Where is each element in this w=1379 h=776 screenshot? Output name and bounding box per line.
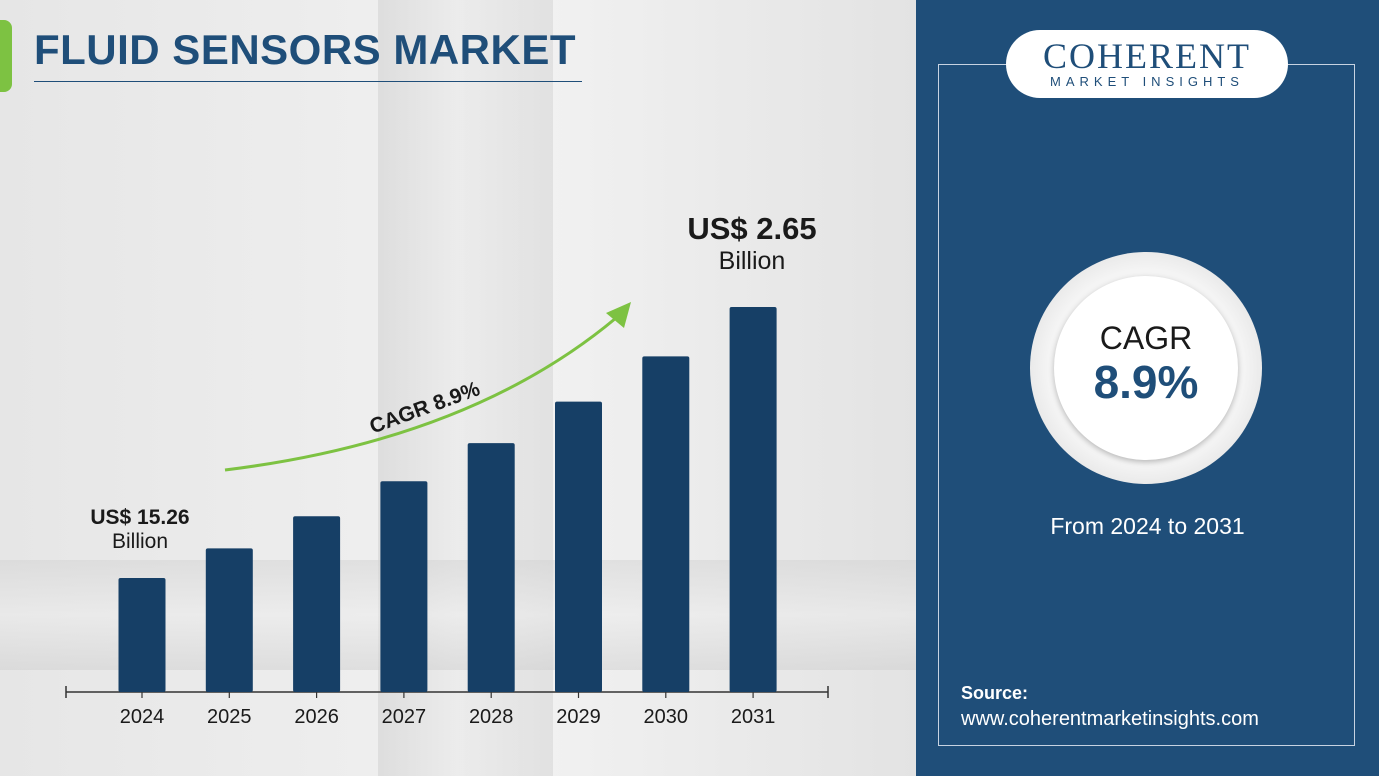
- x-tick-label-2025: 2025: [207, 706, 252, 728]
- bar-2031: [729, 307, 777, 692]
- trend-arrow: [224, 316, 617, 472]
- cagr-circle: CAGR 8.9%: [1054, 276, 1238, 460]
- brand-logo: COHERENT MARKET INSIGHTS: [1006, 30, 1288, 98]
- x-tick-label-2026: 2026: [294, 706, 339, 728]
- title-accent-tab: [0, 20, 12, 92]
- first-value-amount: US$ 15.26: [90, 506, 190, 529]
- x-tick-label-2028: 2028: [469, 706, 514, 728]
- x-tick-label-2024: 2024: [120, 706, 165, 728]
- brand-tagline: MARKET INSIGHTS: [1050, 74, 1244, 89]
- chart-panel: FLUID SENSORS MARKET 2024 2025 2026 2027 202…: [0, 0, 916, 776]
- bar-2026: [293, 516, 341, 692]
- summary-panel: COHERENT MARKET INSIGHTS CAGR 8.9% From …: [916, 0, 1379, 776]
- bar-2025: [205, 548, 253, 692]
- last-value-unit: Billion: [718, 247, 786, 275]
- bar-2029: [555, 401, 602, 692]
- x-tick-label-2030: 2030: [644, 706, 689, 728]
- trend-arrow-head: [606, 302, 631, 328]
- x-tick-label-2031: 2031: [731, 706, 776, 728]
- source-url: www.coherentmarketinsights.com: [961, 708, 1259, 730]
- last-value-label: US$ 2.65 Billion: [652, 211, 852, 276]
- first-value-unit: Billion: [111, 530, 169, 553]
- cagr-value: 8.9%: [1093, 356, 1199, 408]
- x-tick-label-2027: 2027: [382, 706, 427, 728]
- bar-2028: [467, 443, 515, 692]
- source-label: Source:: [961, 683, 1029, 703]
- page-title: FLUID SENSORS MARKET: [34, 26, 577, 73]
- bar-2027: [380, 481, 428, 692]
- title-underline: [34, 81, 582, 82]
- brand-name: COHERENT: [1043, 36, 1251, 76]
- cagr-label: CAGR: [1099, 320, 1193, 356]
- first-value-label: US$ 15.26 Billion: [60, 506, 220, 554]
- cagr-ring: CAGR 8.9%: [1030, 252, 1262, 484]
- x-tick-label-2029: 2029: [556, 706, 601, 728]
- cagr-period: From 2024 to 2031: [1050, 513, 1245, 539]
- bar-2024: [118, 578, 166, 692]
- bar-2030: [642, 356, 690, 692]
- last-value-amount: US$ 2.65: [687, 211, 817, 246]
